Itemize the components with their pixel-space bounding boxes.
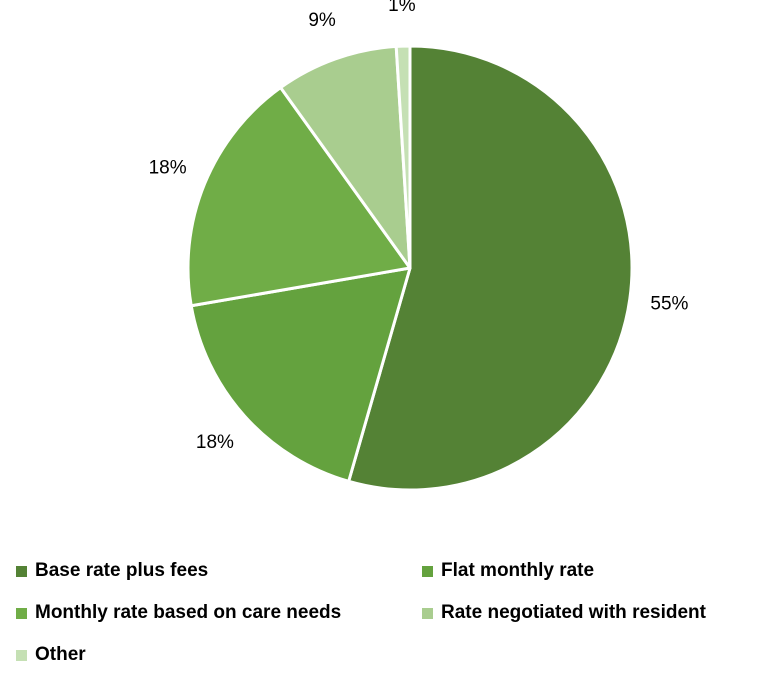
legend-label: Monthly rate based on care needs <box>35 602 342 623</box>
legend-label: Flat monthly rate <box>441 560 595 581</box>
data-label-monthly-rate-based-on-care-needs: 18% <box>149 158 187 179</box>
legend-item-other: Other <box>16 644 422 666</box>
pie-slice-flat-monthly-rate <box>189 266 412 483</box>
pie-data-labels: 55% 18% 18% 9% 1% <box>149 0 689 453</box>
legend-row: Monthly rate based on care needs Rate ne… <box>16 602 776 624</box>
data-label-rate-negotiated-with-resident: 9% <box>308 10 336 31</box>
legend-item-flat-monthly-rate: Flat monthly rate <box>422 560 772 582</box>
legend-item-rate-negotiated: Rate negotiated with resident <box>422 602 772 624</box>
pie-slice-base-rate-plus-fees <box>347 44 634 492</box>
chart-legend: Base rate plus fees Flat monthly rate Mo… <box>16 560 776 686</box>
pie-slice-other <box>394 44 412 270</box>
legend-swatch-monthly-rate-care-needs <box>16 607 27 619</box>
legend-swatch-flat-monthly-rate <box>422 565 433 577</box>
legend-row: Other <box>16 644 776 666</box>
data-label-base-rate-plus-fees: 55% <box>650 294 688 315</box>
legend-swatch-rate-negotiated <box>422 607 433 619</box>
data-label-other: 1% <box>388 0 416 16</box>
legend-swatch-other <box>16 649 27 661</box>
pie-slice-rate-negotiated-with-resident <box>279 44 412 270</box>
legend-swatch-base-rate-plus-fees <box>16 565 27 577</box>
pie-slice-monthly-rate-based-on-care-needs <box>186 86 412 308</box>
pie-slices <box>186 44 634 492</box>
legend-label: Other <box>35 644 86 665</box>
legend-label: Rate negotiated with resident <box>441 602 706 623</box>
legend-row: Base rate plus fees Flat monthly rate <box>16 560 776 582</box>
legend-item-monthly-rate-care-needs: Monthly rate based on care needs <box>16 602 422 624</box>
data-label-flat-monthly-rate: 18% <box>196 432 234 453</box>
legend-label: Base rate plus fees <box>35 560 209 581</box>
legend-item-base-rate-plus-fees: Base rate plus fees <box>16 560 422 582</box>
